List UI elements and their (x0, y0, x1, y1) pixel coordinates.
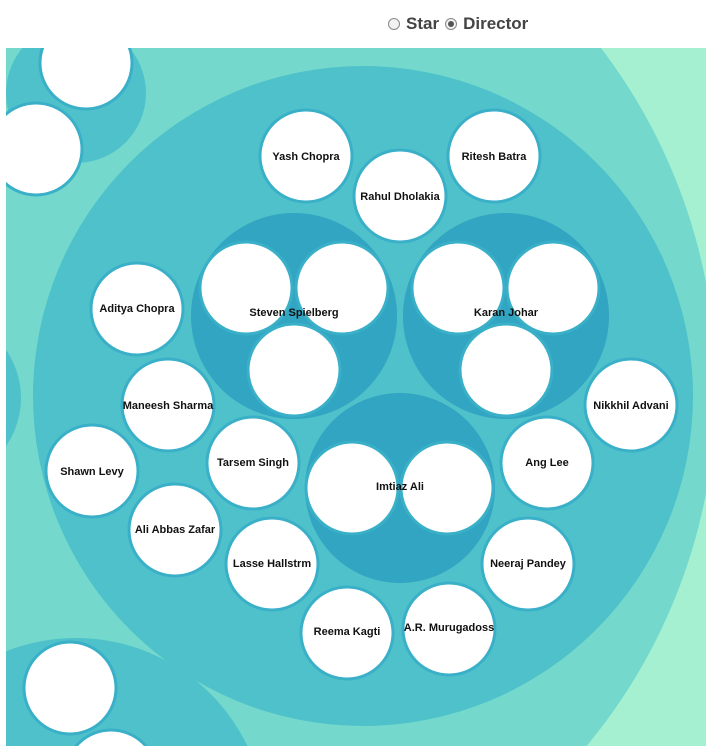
view-toggle: Star Director (388, 12, 528, 36)
director-label-aditya-chopra: Aditya Chopra (99, 303, 175, 315)
neighbor-leaf-bubble[interactable] (38, 48, 134, 111)
director-bubble[interactable] (205, 415, 301, 511)
director-label-maneesh-sharma: Maneesh Sharma (123, 400, 214, 412)
bubble-pack-svg: Yash Chopra Ritesh Batra Rahul Dholakia … (6, 48, 706, 746)
neighbor-leaf-bubble[interactable] (65, 728, 157, 746)
director-label-lasse-hallstrm: Lasse Hallstrm (233, 558, 311, 570)
steven-spielberg-bubble-1[interactable] (198, 240, 294, 336)
director-bubble[interactable] (352, 148, 448, 244)
director-label-steven-spielberg: Steven Spielberg (249, 307, 338, 319)
karan-johar-bubble-2[interactable] (505, 240, 601, 336)
director-bubble[interactable] (499, 415, 595, 511)
director-bubble[interactable] (258, 108, 354, 204)
director-bubble[interactable] (89, 261, 185, 357)
left-group-circle (6, 349, 21, 447)
director-bubble[interactable] (44, 423, 140, 519)
director-bubble[interactable] (446, 108, 542, 204)
director-bubble[interactable] (299, 585, 395, 681)
director-label-imtiaz-ali: Imtiaz Ali (376, 481, 424, 493)
director-label-karan-johar: Karan Johar (474, 307, 539, 319)
bubble-pack-chart: Yash Chopra Ritesh Batra Rahul Dholakia … (6, 48, 706, 746)
director-bubble[interactable] (224, 516, 320, 612)
neighbor-leaf-bubble[interactable] (22, 640, 118, 736)
director-bubble[interactable] (120, 357, 216, 453)
director-bubble[interactable] (480, 516, 576, 612)
director-bubble[interactable] (127, 482, 223, 578)
director-label-ang-lee: Ang Lee (525, 457, 568, 469)
director-label-ar-murugadoss: A.R. Murugadoss (404, 622, 494, 634)
karan-johar-bubble-1[interactable] (410, 240, 506, 336)
star-option[interactable]: Star (388, 14, 439, 34)
director-label-nikkhil-advani: Nikkhil Advani (593, 400, 668, 412)
director-label-reema-kagti: Reema Kagti (314, 626, 381, 638)
imtiaz-ali-bubble-1[interactable] (304, 440, 400, 536)
imtiaz-ali-bubble-2[interactable] (399, 440, 495, 536)
director-label: Director (463, 14, 529, 33)
director-label-ali-abbas-zafar: Ali Abbas Zafar (135, 524, 216, 536)
star-label: Star (406, 14, 440, 33)
steven-spielberg-bubble-2[interactable] (294, 240, 390, 336)
director-option[interactable]: Director (445, 14, 528, 34)
neighbor-leaf-bubble[interactable] (6, 101, 84, 197)
director-label-yash-chopra: Yash Chopra (272, 151, 340, 163)
karan-johar-bubble-3[interactable] (458, 322, 554, 418)
director-label-shawn-levy: Shawn Levy (60, 466, 124, 478)
steven-spielberg-bubble-3[interactable] (246, 322, 342, 418)
director-label-ritesh-batra: Ritesh Batra (462, 151, 528, 163)
director-bubble[interactable] (401, 581, 497, 677)
director-bubble[interactable] (583, 357, 679, 453)
director-label-rahul-dholakia: Rahul Dholakia (360, 191, 440, 203)
director-label-tarsem-singh: Tarsem Singh (217, 457, 289, 469)
star-radio[interactable] (388, 18, 400, 30)
director-label-neeraj-pandey: Neeraj Pandey (490, 558, 567, 570)
director-radio[interactable] (445, 18, 458, 30)
